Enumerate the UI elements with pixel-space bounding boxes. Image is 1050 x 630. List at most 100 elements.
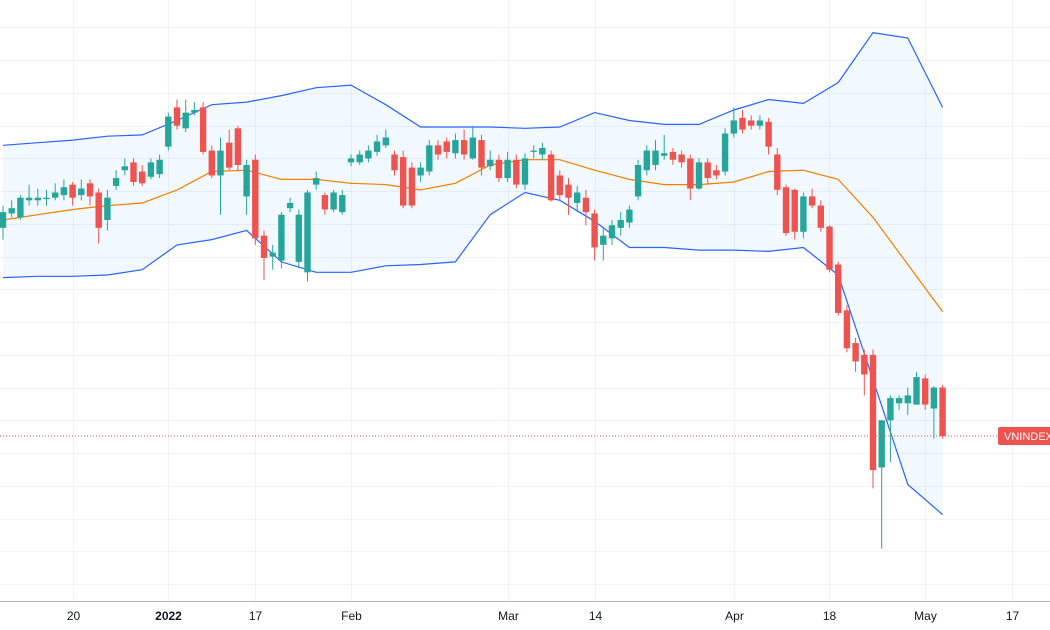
x-tick-label: 20 <box>67 609 81 623</box>
candle-body <box>373 141 381 152</box>
candle-body <box>469 137 476 159</box>
candle-body <box>208 150 215 176</box>
candle-body <box>191 109 198 113</box>
candle-body <box>147 162 155 177</box>
candle-body <box>704 162 711 179</box>
candle-body <box>713 170 720 176</box>
candle-body <box>25 197 33 201</box>
last-price-tag <box>998 427 1050 446</box>
candle-body <box>574 192 581 203</box>
candle-body <box>800 196 807 232</box>
candle-body <box>513 159 520 185</box>
candle-body <box>382 137 389 146</box>
candle-body <box>765 121 772 147</box>
candle-body <box>478 140 485 168</box>
candle-body <box>60 187 68 196</box>
x-tick-label: 17 <box>249 609 263 623</box>
candle-body <box>356 154 363 163</box>
candle-body <box>443 141 450 152</box>
candle-body <box>817 205 824 228</box>
overlay: VNINDEX <box>0 427 1050 446</box>
candle-body <box>600 235 607 245</box>
candle-body <box>826 226 833 270</box>
candle-body <box>8 208 15 214</box>
candle-body <box>434 145 442 155</box>
candle-body <box>86 183 94 197</box>
candle-body <box>260 235 268 258</box>
candle-body <box>487 159 494 167</box>
candle-body <box>400 157 407 206</box>
x-tick-label: Feb <box>341 609 362 623</box>
candle-body <box>756 120 764 126</box>
candle-body <box>217 150 224 176</box>
candle-body <box>669 151 677 160</box>
candle-body <box>652 150 659 165</box>
candle-body <box>904 395 911 404</box>
candle-body <box>304 192 311 273</box>
candle-body <box>391 154 398 171</box>
candle-body <box>104 197 111 220</box>
last-price-label: VNINDEX <box>1004 431 1050 443</box>
candle-body <box>782 187 790 234</box>
candle-body <box>626 209 633 223</box>
candle-body <box>913 377 920 405</box>
band-line <box>2 191 943 516</box>
candles <box>0 99 946 549</box>
candle-body <box>330 192 337 210</box>
candle-body <box>339 195 346 213</box>
candle-body <box>843 310 851 349</box>
candle-body <box>878 420 885 468</box>
candle-body <box>121 166 128 171</box>
candle-body <box>591 213 598 248</box>
candle-body <box>835 264 842 313</box>
x-tick-label: Apr <box>725 609 744 623</box>
candle-body <box>0 212 7 228</box>
candle-body <box>808 196 816 206</box>
candle-body <box>52 192 59 198</box>
candle-body <box>139 171 146 184</box>
candle-body <box>565 184 572 198</box>
candle-body <box>78 188 85 196</box>
candle-body <box>547 154 555 201</box>
x-tick-label: Mar <box>498 609 519 623</box>
candle-body <box>687 158 694 189</box>
grid <box>0 0 1050 601</box>
candle-body <box>730 120 737 134</box>
candle-body <box>887 398 894 421</box>
candle-body <box>365 150 372 159</box>
candle-body <box>895 398 903 404</box>
candle-body <box>286 202 294 209</box>
candle-body <box>521 158 529 185</box>
x-tick-label: 18 <box>823 609 837 623</box>
candle-body <box>17 197 24 218</box>
candle-body <box>252 159 259 239</box>
candle-body <box>922 378 929 405</box>
candle-body <box>130 162 137 183</box>
candle-body <box>530 150 537 152</box>
candle-body <box>504 159 511 179</box>
candle-body <box>460 140 468 155</box>
x-tick-label: 14 <box>589 609 603 623</box>
candle-body <box>739 117 746 130</box>
candle-body <box>661 153 668 156</box>
candle-body <box>199 107 207 152</box>
candle-body <box>634 164 642 197</box>
candle-body <box>678 154 685 163</box>
candle-body <box>426 145 433 172</box>
candle-body <box>852 343 859 362</box>
candle-body <box>608 225 616 239</box>
x-tick-label: 2022 <box>155 609 182 623</box>
candle-body <box>173 107 181 126</box>
candle-body <box>582 197 590 213</box>
candle-body <box>791 189 798 232</box>
candle-body <box>95 192 102 228</box>
candle-body <box>43 197 50 200</box>
candle-body <box>243 164 250 197</box>
candle-body <box>939 387 946 437</box>
candle-body <box>930 387 938 409</box>
candle-body <box>748 120 755 126</box>
candle-body <box>313 178 320 185</box>
candle-body <box>495 159 503 179</box>
